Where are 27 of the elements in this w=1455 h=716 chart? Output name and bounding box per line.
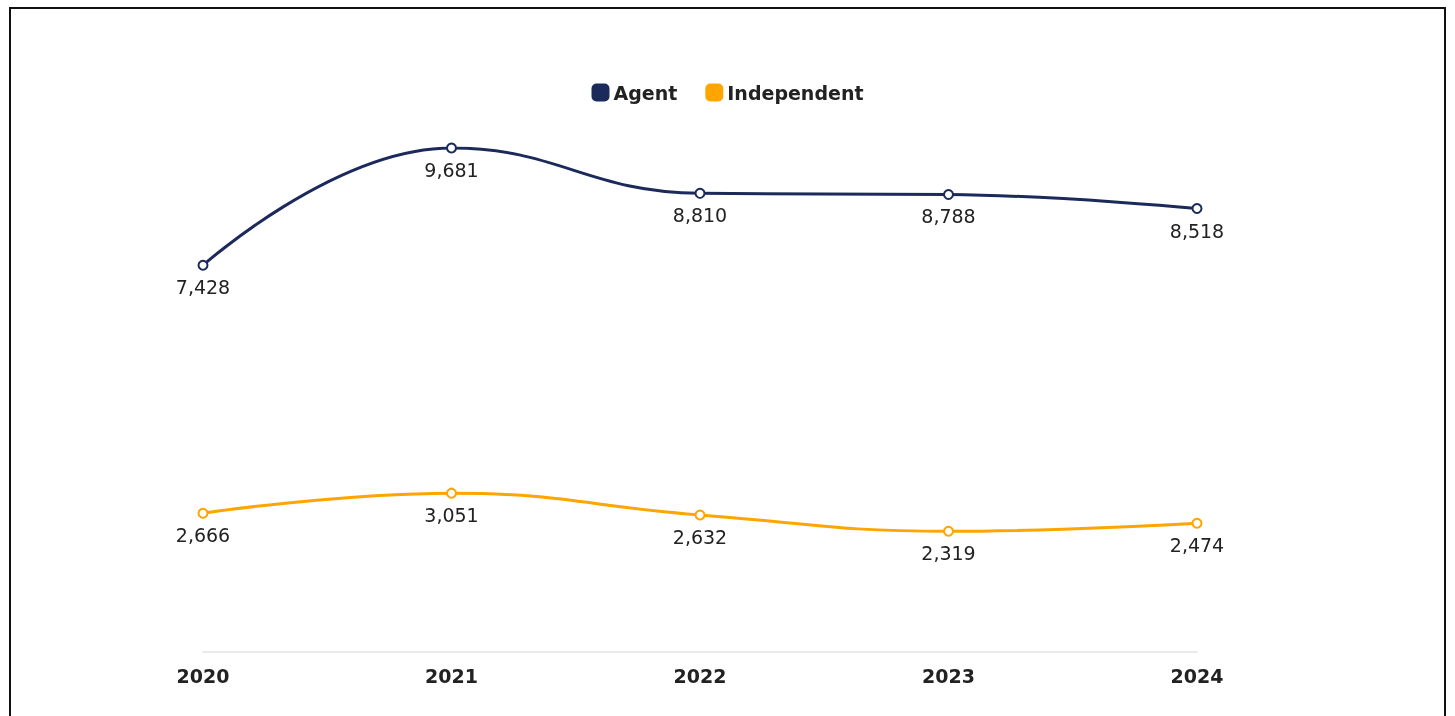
point xyxy=(943,525,954,537)
x-tick-label: 2020 xyxy=(176,664,230,687)
point xyxy=(1191,203,1203,215)
data-label: 9,681 xyxy=(424,159,479,181)
data-label: 8,810 xyxy=(672,204,728,227)
data-label: 2,632 xyxy=(672,525,728,548)
point xyxy=(694,509,706,521)
point xyxy=(197,259,209,271)
point xyxy=(446,487,457,499)
point xyxy=(197,507,209,519)
data-label: 8,788 xyxy=(921,205,976,228)
legend-label: Agent xyxy=(613,81,678,104)
data-label: 2,474 xyxy=(1169,534,1225,557)
point xyxy=(1191,517,1203,529)
x-tick-label: 2021 xyxy=(425,664,478,687)
point xyxy=(943,188,954,200)
data-label: 3,051 xyxy=(424,504,479,527)
data-label: 7,428 xyxy=(175,276,231,299)
x-tick-label: 2022 xyxy=(673,664,727,687)
point xyxy=(446,142,457,154)
point xyxy=(694,187,706,199)
x-tick-label: 2023 xyxy=(922,664,975,687)
x-tick-label: 2024 xyxy=(1170,664,1224,687)
data-label: 8,518 xyxy=(1169,219,1225,242)
data-label: 2,319 xyxy=(921,542,976,565)
legend-label: Independent xyxy=(727,81,864,104)
data-label: 2,666 xyxy=(175,524,231,547)
